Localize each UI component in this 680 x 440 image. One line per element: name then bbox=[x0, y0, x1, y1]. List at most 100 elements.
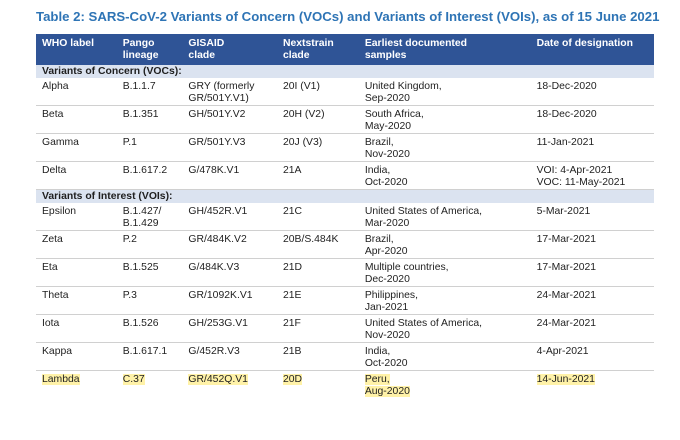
table-row: Delta B.1.617.2 G/478K.V1 21A India, Oct-2020… bbox=[36, 161, 654, 190]
cell-nextstrain-clade-text: 21F bbox=[282, 318, 301, 329]
cell-earliest-samples: South Africa, May-2020 bbox=[358, 105, 531, 134]
cell-who-label: Eta bbox=[36, 258, 117, 287]
cell-gisaid-clade-text: GH/452R.V1 bbox=[188, 206, 248, 217]
cell-who-label-text: Theta bbox=[42, 290, 69, 301]
section-label: Variants of Concern (VOCs): bbox=[42, 66, 182, 77]
cell-earliest-samples-text: Mar-2020 bbox=[364, 218, 410, 229]
cell-earliest-samples-text: Jan-2021 bbox=[364, 302, 409, 313]
header-gisaid-clade: GISAID clade bbox=[188, 38, 225, 61]
cell-nextstrain-clade: 20I (V1) bbox=[276, 78, 359, 106]
table-row: Lambda C.37 GR/452Q.V1 20D Peru, Aug-2020 14-J… bbox=[36, 371, 654, 399]
table-title: Table 2: SARS-CoV-2 Variants of Concern … bbox=[36, 9, 660, 24]
cell-nextstrain-clade: 20B/S.484K bbox=[276, 230, 359, 259]
cell-who-label-text: Epsilon bbox=[42, 206, 77, 217]
cell-pango-lineage-text: B.1.525 bbox=[122, 262, 159, 273]
cell-nextstrain-clade: 20D bbox=[277, 371, 359, 399]
section-variants-of-concern: Variants of Concern (VOCs): bbox=[36, 65, 654, 78]
cell-nextstrain-clade-text: 21C bbox=[282, 206, 303, 217]
table-row: Epsilon B.1.427/B.1.429 GH/452R.V1 21C Unite… bbox=[36, 203, 654, 231]
cell-designation-date-text: 4-Apr-2021 bbox=[536, 346, 589, 357]
cell-nextstrain-clade-text: 21A bbox=[282, 165, 302, 176]
cell-pango-lineage-text: B.1.429 bbox=[122, 218, 159, 229]
cell-nextstrain-clade-text: 21B bbox=[282, 346, 302, 357]
cell-who-label: Theta bbox=[36, 286, 117, 315]
header-pango-lineage: Pango lineage bbox=[122, 38, 159, 61]
cell-who-label: Beta bbox=[36, 105, 117, 134]
cell-earliest-samples-text: Apr-2020 bbox=[364, 246, 408, 257]
cell-designation-date: 14-Jun-2021 bbox=[531, 371, 654, 399]
cell-earliest-samples-text: Oct-2020 bbox=[364, 358, 408, 369]
cell-earliest-samples-text: Philippines, bbox=[364, 290, 418, 301]
cell-earliest-samples-text: Brazil, bbox=[364, 137, 394, 148]
cell-gisaid-clade-text: GRY (formerly bbox=[188, 81, 255, 92]
cell-pango-lineage-text: P.1 bbox=[122, 137, 137, 148]
cell-who-label: Epsilon bbox=[36, 203, 117, 231]
header-row: WHO label Pango lineage GISAID clade Nexts… bbox=[36, 34, 654, 65]
cell-pango-lineage-text: B.1.617.1 bbox=[122, 346, 168, 357]
cell-designation-date-text: VOC: 11-May-2021 bbox=[536, 177, 626, 188]
cell-who-label-text: Gamma bbox=[42, 137, 79, 148]
cell-nextstrain-clade: 21D bbox=[276, 258, 359, 287]
cell-gisaid-clade: GRY (formerly GR/501Y.V1) bbox=[182, 78, 277, 106]
cell-gisaid-clade: GH/452R.V1 bbox=[182, 203, 277, 231]
cell-pango-lineage-text: P.3 bbox=[122, 290, 137, 301]
cell-gisaid-clade: G/478K.V1 bbox=[182, 161, 277, 190]
cell-gisaid-clade: GR/501Y.V3 bbox=[182, 133, 277, 162]
cell-nextstrain-clade-text: 20D bbox=[282, 374, 303, 385]
cell-gisaid-clade: G/484K.V3 bbox=[182, 258, 277, 287]
cell-designation-date: VOI: 4-Apr-2021 VOC: 11-May-2021 bbox=[530, 161, 654, 190]
cell-earliest-samples: United States of America, Nov-2020 bbox=[358, 314, 531, 343]
cell-designation-date: 4-Apr-2021 bbox=[530, 342, 654, 371]
cell-who-label: Iota bbox=[36, 314, 117, 343]
cell-pango-lineage: B.1.351 bbox=[116, 105, 183, 134]
cell-who-label: Lambda bbox=[36, 371, 117, 399]
cell-designation-date-text: 17-Mar-2021 bbox=[536, 262, 597, 273]
cell-gisaid-clade-text: G/484K.V3 bbox=[188, 262, 240, 273]
cell-pango-lineage: P.2 bbox=[116, 230, 183, 259]
cell-designation-date-text: 24-Mar-2021 bbox=[536, 290, 597, 301]
cell-pango-lineage: B.1.1.7 bbox=[116, 78, 183, 106]
cell-pango-lineage: B.1.617.1 bbox=[116, 342, 183, 371]
cell-who-label-text: Lambda bbox=[42, 374, 80, 385]
cell-designation-date-text: 18-Dec-2020 bbox=[536, 109, 597, 120]
cell-earliest-samples-text: Nov-2020 bbox=[364, 330, 410, 341]
cell-earliest-samples-text: India, bbox=[364, 346, 391, 357]
section-label: Variants of Interest (VOIs): bbox=[42, 191, 173, 202]
cell-gisaid-clade-text: GH/253G.V1 bbox=[188, 318, 248, 329]
table-header: WHO label Pango lineage GISAID clade Nexts… bbox=[36, 34, 654, 65]
cell-earliest-samples: United States of America, Mar-2020 bbox=[358, 203, 531, 231]
cell-who-label-text: Delta bbox=[42, 165, 67, 176]
cell-earliest-samples-text: South Africa, bbox=[364, 109, 424, 120]
cell-designation-date-text: 11-Jan-2021 bbox=[536, 137, 595, 148]
cell-who-label: Zeta bbox=[36, 230, 117, 259]
cell-earliest-samples: Brazil, Nov-2020 bbox=[358, 133, 531, 162]
cell-pango-lineage: B.1.526 bbox=[116, 314, 183, 343]
cell-pango-lineage-text: P.2 bbox=[122, 234, 137, 245]
cell-nextstrain-clade: 21F bbox=[276, 314, 359, 343]
cell-gisaid-clade-text: GR/501Y.V3 bbox=[188, 137, 246, 148]
cell-gisaid-clade-text: G/452R.V3 bbox=[188, 346, 240, 357]
cell-who-label-text: Beta bbox=[42, 109, 64, 120]
cell-earliest-samples: United Kingdom, Sep-2020 bbox=[358, 78, 531, 106]
cell-designation-date: 24-Mar-2021 bbox=[530, 314, 654, 343]
cell-pango-lineage-text: B.1.427/ bbox=[122, 206, 162, 217]
header-earliest-samples: Earliest documented samples bbox=[364, 38, 468, 61]
header-who-label: WHO label bbox=[42, 38, 94, 49]
table-body: Variants of Concern (VOCs): Alpha B.1.1.7 G… bbox=[36, 65, 654, 398]
cell-who-label: Kappa bbox=[36, 342, 117, 371]
cell-pango-lineage: B.1.525 bbox=[116, 258, 183, 287]
cell-designation-date-text: 24-Mar-2021 bbox=[536, 318, 597, 329]
cell-earliest-samples: Peru, Aug-2020 bbox=[359, 371, 531, 399]
cell-earliest-samples-text: United States of America, bbox=[364, 318, 483, 329]
cell-nextstrain-clade-text: 20H (V2) bbox=[282, 109, 325, 120]
cell-gisaid-clade: GR/484K.V2 bbox=[182, 230, 277, 259]
cell-gisaid-clade: GR/452Q.V1 bbox=[182, 371, 277, 399]
table-row: Iota B.1.526 GH/253G.V1 21F United States of… bbox=[36, 314, 654, 343]
cell-earliest-samples-text: Dec-2020 bbox=[364, 274, 410, 285]
cell-pango-lineage-text: B.1.1.7 bbox=[122, 81, 156, 92]
section-variants-of-interest: Variants of Interest (VOIs): bbox=[36, 189, 654, 203]
cell-gisaid-clade-text: GH/501Y.V2 bbox=[188, 109, 246, 120]
cell-who-label: Alpha bbox=[36, 78, 117, 106]
cell-gisaid-clade: GR/1092K.V1 bbox=[182, 286, 277, 315]
